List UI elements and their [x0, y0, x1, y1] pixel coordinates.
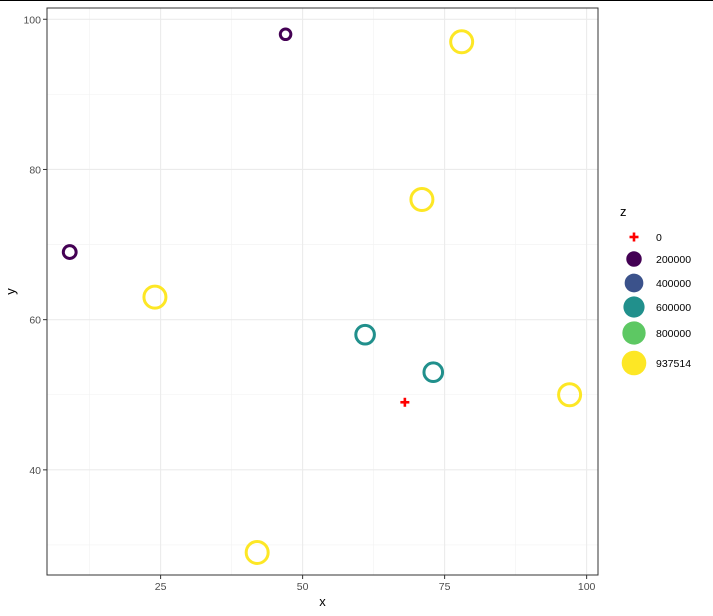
legend-label: 200000: [656, 254, 691, 266]
data-point: [409, 187, 435, 213]
legend-label: 600000: [656, 302, 691, 314]
plot-border: [46, 7, 599, 576]
legend-key: [622, 321, 646, 345]
axes-layer: 25 50 75 100 40 60 80 100 x y: [3, 14, 596, 609]
legend-label: 800000: [656, 328, 691, 340]
data-point: [142, 284, 168, 310]
legend-title: z: [620, 204, 627, 219]
legend-label: 400000: [656, 278, 691, 290]
top-divider: [0, 0, 713, 1]
y-tick-label: 100: [23, 14, 41, 26]
points-layer: [61, 27, 583, 565]
legend-key: [626, 251, 642, 267]
legend-key: [624, 273, 644, 293]
x-tick-label: 25: [155, 581, 167, 593]
y-tick-label: 40: [29, 465, 41, 477]
legend-label: 937514: [656, 358, 691, 370]
legend-label: 0: [656, 232, 662, 244]
y-tick-label: 80: [29, 164, 41, 176]
x-axis-title: x: [319, 594, 326, 609]
data-point: [61, 244, 78, 260]
data-point: [422, 361, 445, 384]
legend: z 0 200000 400000 600000 800000 937514: [620, 204, 691, 376]
y-axis-title: y: [3, 288, 18, 295]
legend-key: [623, 296, 645, 318]
data-point: [557, 382, 583, 408]
data-point: [449, 29, 475, 55]
legend-key: [621, 350, 647, 376]
y-tick-label: 60: [29, 315, 41, 327]
data-point-cross: [400, 397, 410, 407]
x-tick-label: 50: [297, 581, 309, 593]
legend-key-cross: [629, 232, 639, 242]
data-point: [278, 27, 293, 42]
x-tick-label: 75: [439, 581, 451, 593]
grid-layer: [47, 8, 598, 575]
data-point: [354, 323, 376, 346]
x-tick-label: 100: [578, 581, 596, 593]
data-point: [244, 539, 270, 565]
